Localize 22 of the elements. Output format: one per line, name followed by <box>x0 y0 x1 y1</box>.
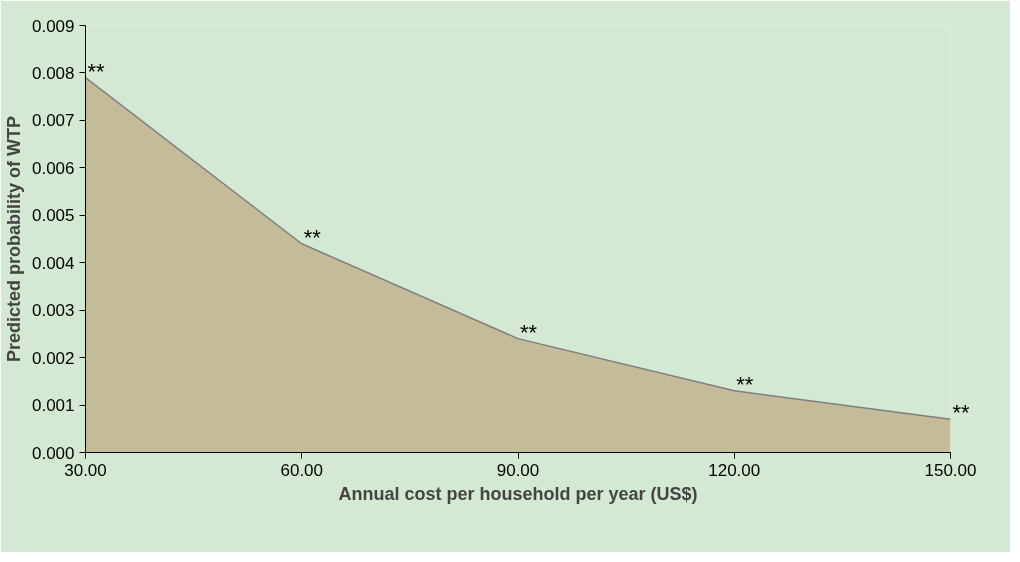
annotation: ** <box>303 224 322 250</box>
annotation: ** <box>520 319 538 345</box>
x-tick-label: 90.00 <box>496 460 540 480</box>
y-tick-label: 0.008 <box>31 63 75 83</box>
x-tick-label: 60.00 <box>280 460 324 480</box>
x-tick-label: 150.00 <box>924 460 977 480</box>
annotation: ** <box>736 371 754 397</box>
y-tick-label: 0.003 <box>31 301 75 321</box>
x-tick-label: 30.00 <box>64 460 107 480</box>
y-axis-title: Predicted probability of WTP <box>3 115 24 363</box>
y-tick-label: 0.004 <box>31 253 75 273</box>
y-tick-label: 0.006 <box>31 158 75 178</box>
annotation: ** <box>952 400 971 426</box>
x-axis-title: Annual cost per household per year (US$) <box>338 483 698 504</box>
y-tick-label: 0.000 <box>31 443 75 463</box>
y-tick-label: 0.005 <box>31 206 75 226</box>
annotation: ** <box>87 58 106 84</box>
y-tick-label: 0.007 <box>31 111 75 131</box>
x-tick-label: 120.00 <box>708 460 761 480</box>
y-tick-label: 0.009 <box>31 16 75 36</box>
y-tick-label: 0.001 <box>31 396 75 416</box>
y-tick-label: 0.002 <box>31 348 75 368</box>
